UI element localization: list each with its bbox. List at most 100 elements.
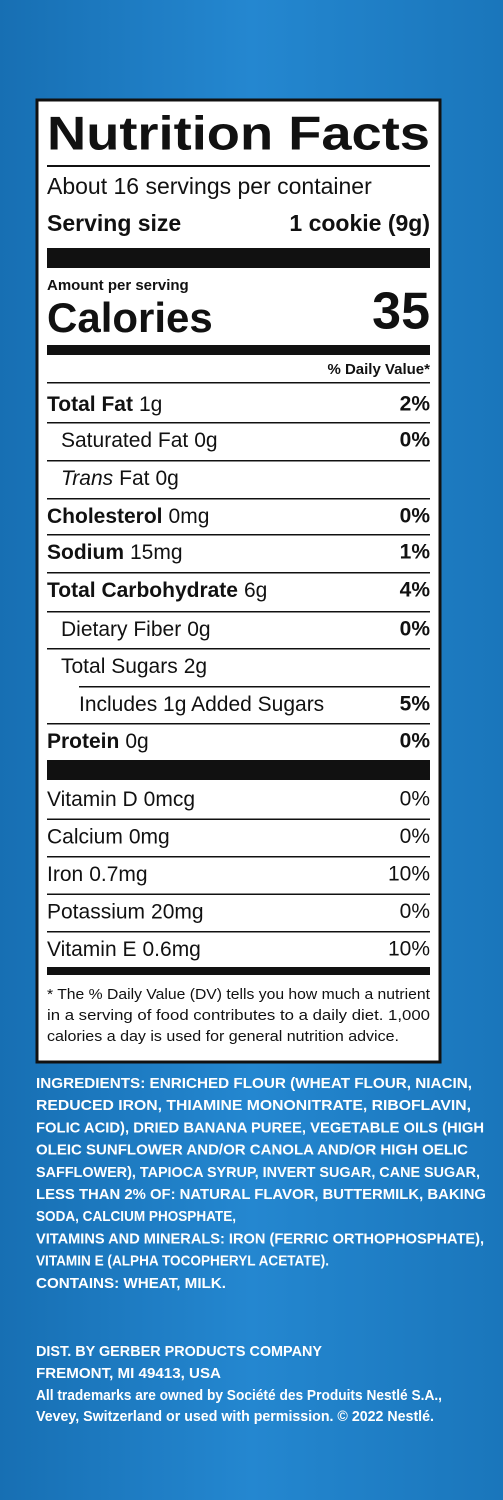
amount-per-serving: Amount per serving: [47, 277, 189, 294]
thick-rule: [47, 760, 430, 780]
vitamin-name: Iron: [47, 863, 83, 886]
ingredients-line: LESS THAN 2% OF: NATURAL FLAVOR, BUTTERM…: [36, 1186, 486, 1203]
nutrient-name: Total Carbohydrate: [47, 579, 238, 602]
ingredients-line: FOLIC ACID), DRIED BANANA PUREE, VEGETAB…: [36, 1119, 484, 1136]
nutrient-name: Total Fat: [47, 393, 133, 416]
nutrient-amount: 2g: [184, 655, 207, 678]
vitamin-row: Potassium 20mg: [47, 900, 204, 923]
vitamin-dv: 10%: [388, 863, 430, 886]
nutrient-amount: 0g: [155, 467, 178, 490]
footnote: in a serving of food contributes to a da…: [47, 1008, 430, 1024]
nutrient-amount: 0g: [187, 618, 210, 641]
rule: [47, 572, 430, 574]
vitamin-row: Vitamin D 0mcg: [47, 788, 195, 811]
nutrient-name: Includes 1g Added Sugars: [79, 693, 324, 716]
rule: [47, 422, 430, 424]
distributor-line: FREMONT, MI 49413, USA: [36, 1365, 221, 1382]
nutrient-row: Protein 0g: [47, 730, 149, 753]
nutrient-row: Total Sugars 2g: [61, 655, 207, 678]
vitamin-row: Calcium 0mg: [47, 825, 170, 848]
vitamin-dv: 10%: [388, 938, 430, 961]
nutrient-name: Saturated Fat: [61, 429, 188, 452]
thick-rule: [47, 248, 430, 268]
nutrient-dv: 0%: [400, 618, 431, 641]
rule: [47, 498, 430, 500]
footnote: * The % Daily Value (DV) tells you how m…: [47, 987, 430, 1003]
nutrient-amount: 0g: [194, 429, 217, 452]
rule: [47, 611, 430, 613]
rule: [47, 723, 430, 725]
footnote: calories a day is used for general nutri…: [47, 1029, 399, 1045]
nutrient-dv: 0%: [400, 505, 431, 528]
vitamin-row: Vitamin E 0.6mg: [47, 938, 201, 961]
nutrient-row: Includes 1g Added Sugars: [79, 693, 324, 716]
serving-size-label: Serving size: [47, 210, 181, 236]
nutrient-row: Saturated Fat 0g: [61, 429, 218, 452]
nutrient-name: Sodium: [47, 541, 124, 564]
nutrient-dv: 5%: [400, 693, 431, 716]
nutrient-name: Dietary Fiber: [61, 618, 181, 641]
trademark-line: All trademarks are owned by Société des …: [36, 1387, 442, 1404]
dv-header: % Daily Value*: [327, 361, 430, 378]
vitamin-name: Vitamin D: [47, 788, 138, 811]
rule: [47, 460, 430, 462]
trademark-line: Vevey, Switzerland or used with permissi…: [36, 1408, 434, 1425]
nutrient-name: Protein: [47, 730, 119, 753]
nutrient-name: Total Sugars: [61, 655, 178, 678]
ingredients-line: VITAMINS AND MINERALS: IRON (FERRIC ORTH…: [36, 1230, 484, 1247]
nutrient-amount: 0mg: [169, 505, 210, 528]
nutrient-amount: 6g: [244, 579, 267, 602]
nutrient-dv: 0%: [400, 429, 431, 452]
rule: [47, 165, 430, 167]
ingredients-line: OLEIC SUNFLOWER AND/OR CANOLA AND/OR HIG…: [36, 1142, 468, 1159]
nutrient-row: Cholesterol 0mg: [47, 505, 209, 528]
vitamin-row: Iron 0.7mg: [47, 863, 148, 886]
nutrient-amount: 15mg: [130, 541, 183, 564]
nutrient-dv: 2%: [400, 393, 431, 416]
ingredients-line: VITAMIN E (ALPHA TOCOPHERYL ACETATE).: [36, 1253, 329, 1270]
vitamin-amount: 0mg: [129, 825, 170, 848]
vitamin-name: Potassium: [47, 900, 145, 923]
ingredients-line: SODA, CALCIUM PHOSPHATE,: [36, 1208, 236, 1225]
rule: [47, 893, 430, 895]
nutrient-row: Dietary Fiber 0g: [61, 618, 211, 641]
ingredients-line: SAFFLOWER), TAPIOCA SYRUP, INVERT SUGAR,…: [36, 1164, 480, 1181]
rule: [47, 931, 430, 933]
rule: [47, 818, 430, 820]
calories-value: 35: [372, 283, 430, 341]
nutrient-name: Cholesterol: [47, 505, 163, 528]
rule: [79, 686, 430, 688]
servings: About 16 servings per container: [47, 173, 372, 199]
medium-rule: [47, 345, 430, 355]
nutrient-name: Fat: [119, 467, 150, 490]
nutrient-row: Total Fat 1g: [47, 393, 162, 416]
nutrient-dv: 0%: [400, 730, 431, 753]
rule: [47, 648, 430, 650]
vitamin-dv: 0%: [400, 788, 430, 811]
medium-rule: [47, 967, 430, 975]
vitamin-name: Calcium: [47, 825, 123, 848]
content: Total Fat 1g 2%Saturated Fat 0g 0%Trans Fat 0g…: [36, 382, 486, 1425]
vitamin-dv: 0%: [400, 900, 430, 923]
vitamin-amount: 0.7mg: [89, 863, 147, 886]
rule: [47, 856, 430, 858]
nutrient-row: Trans Fat 0g: [61, 467, 179, 490]
nutrient-name-italic: Trans: [61, 467, 114, 490]
nutrient-dv: 1%: [400, 541, 431, 564]
vitamin-amount: 0.6mg: [143, 938, 201, 961]
nutrient-row: Sodium 15mg: [47, 541, 183, 564]
nutrient-row: Total Carbohydrate 6g: [47, 579, 267, 602]
serving-size: 1 cookie (9g): [289, 210, 430, 236]
nutrient-amount: 0g: [125, 730, 148, 753]
distributor-line: DIST. BY GERBER PRODUCTS COMPANY: [36, 1343, 322, 1360]
rule: [47, 382, 430, 384]
nutrient-dv: 4%: [400, 579, 431, 602]
label-title: Nutrition Facts: [47, 106, 430, 159]
vitamin-amount: 20mg: [151, 900, 204, 923]
ingredients-line: REDUCED IRON, THIAMINE MONONITRATE, RIBO…: [36, 1097, 471, 1114]
ingredients-line: INGREDIENTS: ENRICHED FLOUR (WHEAT FLOUR…: [36, 1075, 472, 1092]
calories-label: Calories: [47, 294, 213, 341]
vitamin-amount: 0mcg: [144, 788, 195, 811]
ingredients-line: CONTAINS: WHEAT, MILK.: [36, 1275, 226, 1292]
